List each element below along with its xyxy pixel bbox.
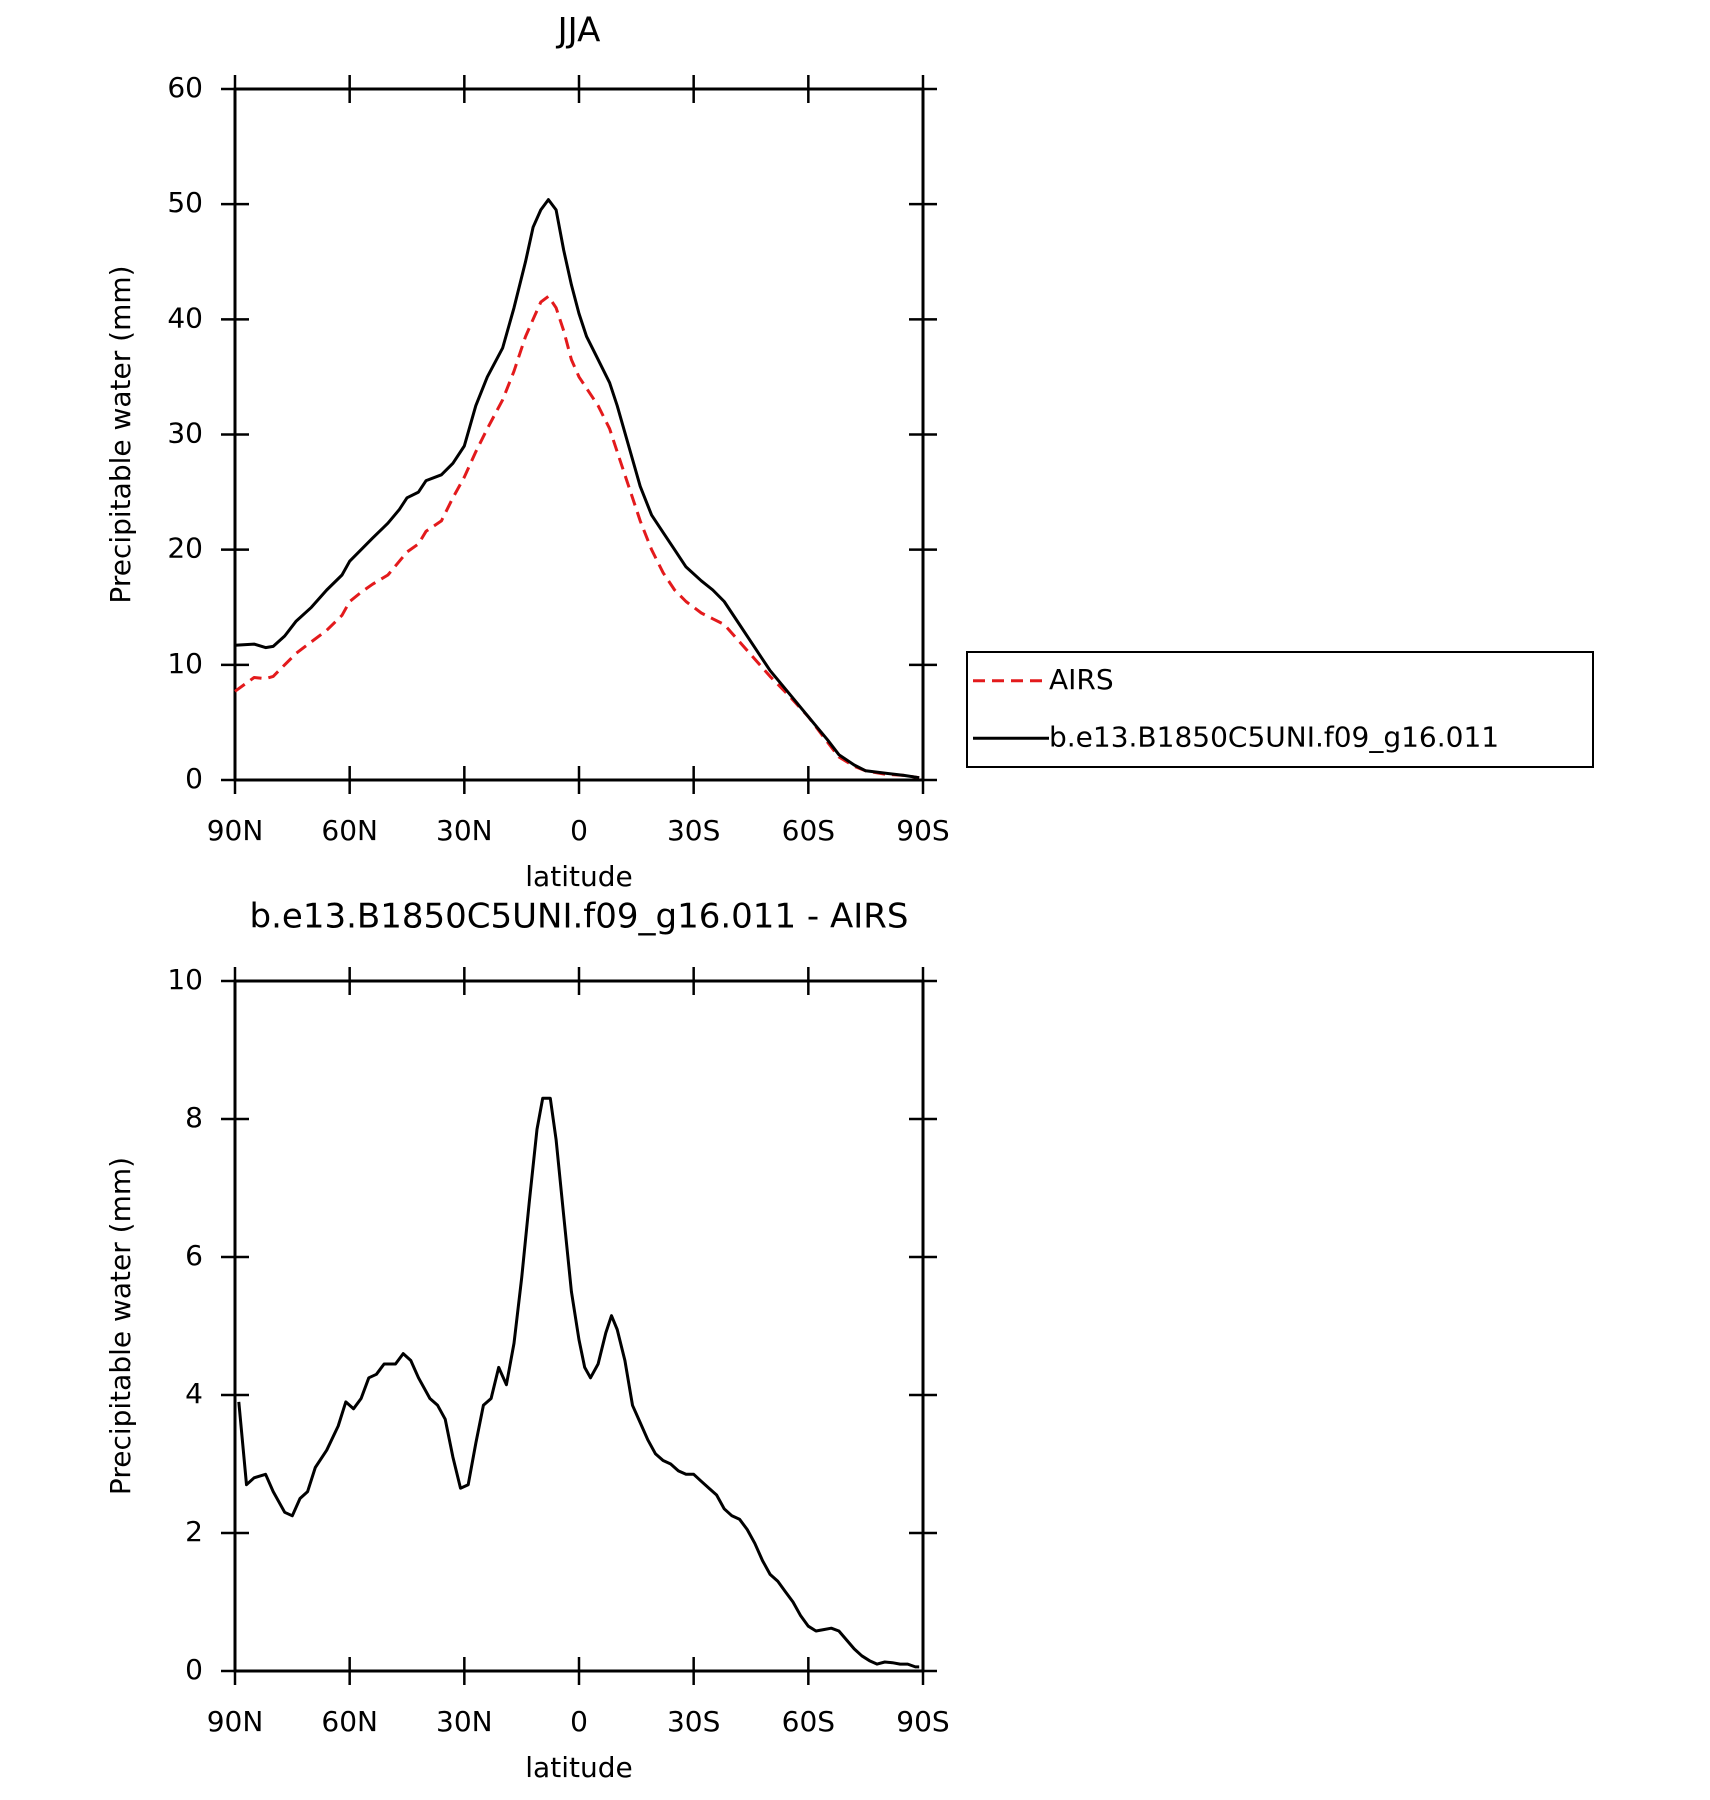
data-line bbox=[237, 1096, 920, 1669]
y-tick-label: 4 bbox=[185, 1377, 203, 1410]
data-line bbox=[234, 198, 920, 780]
plot-frame bbox=[233, 979, 925, 1673]
y-axis-label: Precipitable water (mm) bbox=[104, 1157, 137, 1495]
x-tick-label: 90N bbox=[207, 814, 264, 847]
x-tick-label: 30N bbox=[436, 814, 493, 847]
y-axis-label: Precipitable water (mm) bbox=[104, 265, 137, 603]
y-tick-label: 6 bbox=[185, 1239, 203, 1272]
y-tick-label: 2 bbox=[185, 1515, 203, 1548]
chart-title: JJA bbox=[556, 11, 601, 51]
x-tick-label: 30S bbox=[667, 1705, 720, 1738]
x-tick-label: 90S bbox=[896, 814, 949, 847]
x-tick-label: 0 bbox=[570, 814, 588, 847]
x-tick-label: 0 bbox=[570, 1705, 588, 1738]
y-tick-label: 20 bbox=[167, 532, 203, 565]
x-tick-label: 60N bbox=[321, 1705, 378, 1738]
y-tick-label: 8 bbox=[185, 1101, 203, 1134]
x-tick-label: 90N bbox=[207, 1705, 264, 1738]
legend-label: b.e13.B1850C5UNI.f09_g16.011 bbox=[1049, 720, 1499, 753]
y-tick-label: 10 bbox=[167, 647, 203, 680]
y-tick-label: 50 bbox=[167, 186, 203, 219]
x-axis-label: latitude bbox=[525, 860, 632, 893]
x-axis-label: latitude bbox=[525, 1751, 632, 1784]
legend-box bbox=[966, 651, 1594, 768]
legend-label: AIRS bbox=[1049, 663, 1114, 696]
plot-frame bbox=[233, 87, 925, 782]
x-tick-label: 60S bbox=[782, 1705, 835, 1738]
x-tick-label: 60N bbox=[321, 814, 378, 847]
y-tick-label: 0 bbox=[185, 1653, 203, 1686]
y-tick-label: 30 bbox=[167, 417, 203, 450]
data-line bbox=[234, 294, 920, 780]
x-tick-label: 60S bbox=[782, 814, 835, 847]
y-tick-label: 40 bbox=[167, 301, 203, 334]
x-tick-label: 90S bbox=[896, 1705, 949, 1738]
chart-title: b.e13.B1850C5UNI.f09_g16.011 - AIRS bbox=[250, 897, 909, 937]
x-tick-label: 30S bbox=[667, 814, 720, 847]
y-tick-label: 10 bbox=[167, 963, 203, 996]
y-tick-label: 0 bbox=[185, 762, 203, 795]
x-tick-label: 30N bbox=[436, 1705, 493, 1738]
y-tick-label: 60 bbox=[167, 71, 203, 104]
